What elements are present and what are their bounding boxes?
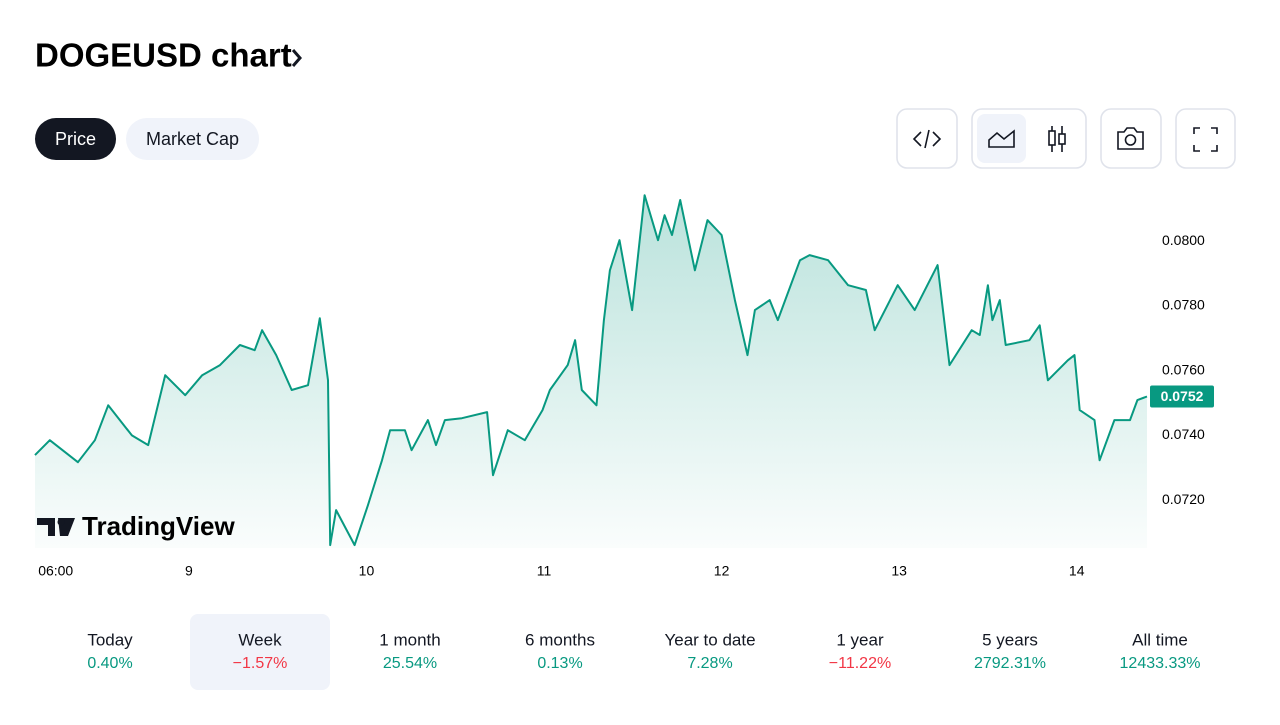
x-tick-label: 13 <box>891 563 907 579</box>
y-tick-label: 0.0800 <box>1162 232 1205 248</box>
logo-text: TradingView <box>82 511 235 541</box>
period-label: 6 months <box>525 630 595 649</box>
period-button[interactable]: Week −1.57% <box>190 614 330 690</box>
fullscreen-icon <box>1193 127 1218 152</box>
x-tick-label: 12 <box>714 563 730 579</box>
period-change: 25.54% <box>383 655 437 672</box>
x-tick-label: 10 <box>359 563 375 579</box>
x-tick-label: 9 <box>185 563 193 579</box>
period-change: 2792.31% <box>974 655 1046 672</box>
area <box>35 195 1147 548</box>
period-change: 0.13% <box>537 655 582 672</box>
logo-dot <box>57 518 65 526</box>
page-title[interactable]: DOGEUSD chart <box>35 37 292 74</box>
tab-label: Market Cap <box>146 129 239 149</box>
chevron-icon[interactable] <box>291 49 302 67</box>
y-tick-label: 0.0780 <box>1162 297 1205 313</box>
price-badge-label: 0.0752 <box>1161 388 1204 404</box>
snapshot-button[interactable] <box>1100 108 1162 169</box>
period-button[interactable]: 5 years 2792.31% <box>974 630 1046 672</box>
period-label: Week <box>238 630 282 649</box>
period-button[interactable]: 1 year −11.22% <box>829 630 891 672</box>
x-tick-label: 14 <box>1069 563 1085 579</box>
price-line <box>34 194 1148 547</box>
period-change: 12433.33% <box>1120 655 1201 672</box>
period-change: −1.57% <box>233 655 288 672</box>
watermark: TradingView <box>37 511 235 541</box>
fullscreen-button[interactable] <box>1175 108 1236 169</box>
camera-lens <box>1124 134 1137 146</box>
embed-icon <box>912 129 942 149</box>
candle-body <box>1048 130 1056 146</box>
period-button[interactable]: Today 0.40% <box>87 630 133 672</box>
candle-style-button[interactable] <box>1035 114 1080 163</box>
y-tick-label: 0.0720 <box>1162 491 1205 507</box>
period-highlight <box>190 614 330 690</box>
tab[interactable] <box>126 118 260 160</box>
candle-body <box>1058 133 1066 145</box>
period-label: Today <box>87 630 133 649</box>
period-label: 1 month <box>379 630 440 649</box>
tab[interactable] <box>35 118 117 160</box>
tab-label: Price <box>55 129 96 149</box>
period-change: −11.22% <box>829 655 891 672</box>
y-tick-label: 0.0740 <box>1162 426 1205 442</box>
period-label: 5 years <box>982 630 1038 649</box>
period-change: 7.28% <box>687 655 732 672</box>
x-tick-label: 11 <box>537 563 552 579</box>
logo-icon <box>37 518 75 536</box>
line-style-button[interactable] <box>977 114 1026 163</box>
y-tick-label: 0.0760 <box>1162 361 1205 377</box>
period-button[interactable]: 6 months 0.13% <box>525 630 595 672</box>
period-button[interactable]: 1 month 25.54% <box>379 630 440 672</box>
price-badge <box>1150 385 1214 408</box>
period-change: 0.40% <box>87 655 132 672</box>
period-button[interactable]: Year to date 7.28% <box>664 630 755 672</box>
x-tick-label: 06:00 <box>38 563 73 579</box>
period-label: All time <box>1132 630 1188 649</box>
period-label: Year to date <box>664 630 755 649</box>
toolbar <box>896 108 1236 169</box>
camera-icon <box>1117 127 1144 150</box>
area-icon <box>988 129 1015 148</box>
period-label: 1 year <box>836 630 884 649</box>
period-button[interactable]: All time 12433.33% <box>1120 630 1201 672</box>
